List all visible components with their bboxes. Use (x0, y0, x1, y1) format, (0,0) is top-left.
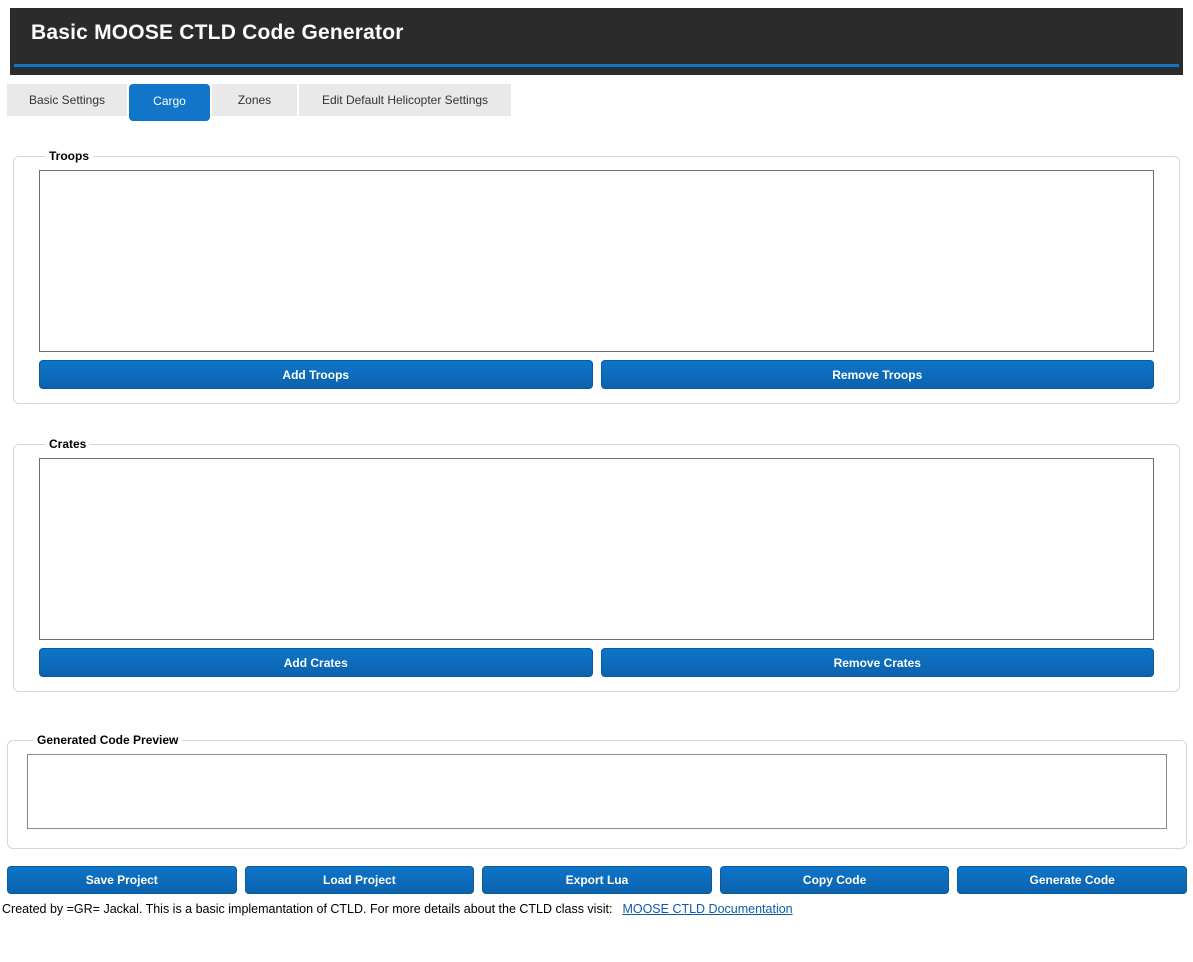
project-actions-row: Save Project Load Project Export Lua Cop… (7, 866, 1187, 894)
add-crates-button[interactable]: Add Crates (39, 648, 593, 677)
save-project-button[interactable]: Save Project (7, 866, 237, 894)
crates-listbox[interactable] (39, 458, 1154, 640)
header-accent-rule (14, 64, 1179, 67)
troops-groupbox-label: Troops (49, 149, 90, 163)
add-troops-button[interactable]: Add Troops (39, 360, 593, 389)
generated-code-preview-textarea[interactable] (27, 754, 1167, 829)
footer: Created by =GR= Jackal. This is a basic … (2, 902, 1193, 916)
tab-cargo[interactable]: Cargo (129, 84, 210, 121)
remove-troops-button[interactable]: Remove Troops (600, 360, 1154, 389)
troops-listbox[interactable] (39, 170, 1154, 352)
crates-groupbox-label: Crates (49, 437, 87, 451)
troops-button-row: Add Troops Remove Troops (39, 360, 1154, 389)
generate-code-button[interactable]: Generate Code (957, 866, 1187, 894)
load-project-button[interactable]: Load Project (244, 866, 475, 894)
moose-ctld-documentation-link[interactable]: MOOSE CTLD Documentation (622, 902, 793, 916)
crates-groupbox: Crates Add Crates Remove Crates (13, 437, 1180, 692)
copy-code-button[interactable]: Copy Code (719, 866, 950, 894)
crates-button-row: Add Crates Remove Crates (39, 648, 1154, 677)
tab-edit-default-helicopter-settings[interactable]: Edit Default Helicopter Settings (299, 84, 511, 116)
generated-code-preview-groupbox: Generated Code Preview (7, 733, 1187, 849)
remove-crates-button[interactable]: Remove Crates (600, 648, 1154, 677)
footer-credit-text: Created by =GR= Jackal. This is a basic … (2, 902, 613, 916)
app-header: Basic MOOSE CTLD Code Generator (10, 8, 1183, 75)
troops-groupbox: Troops Add Troops Remove Troops (13, 149, 1180, 404)
generated-code-preview-label: Generated Code Preview (37, 733, 179, 747)
tab-zones[interactable]: Zones (212, 84, 297, 116)
page-title: Basic MOOSE CTLD Code Generator (31, 21, 404, 44)
export-lua-button[interactable]: Export Lua (482, 866, 712, 894)
tab-basic-settings[interactable]: Basic Settings (7, 84, 127, 116)
tab-strip: Basic Settings Cargo Zones Edit Default … (7, 84, 1193, 121)
